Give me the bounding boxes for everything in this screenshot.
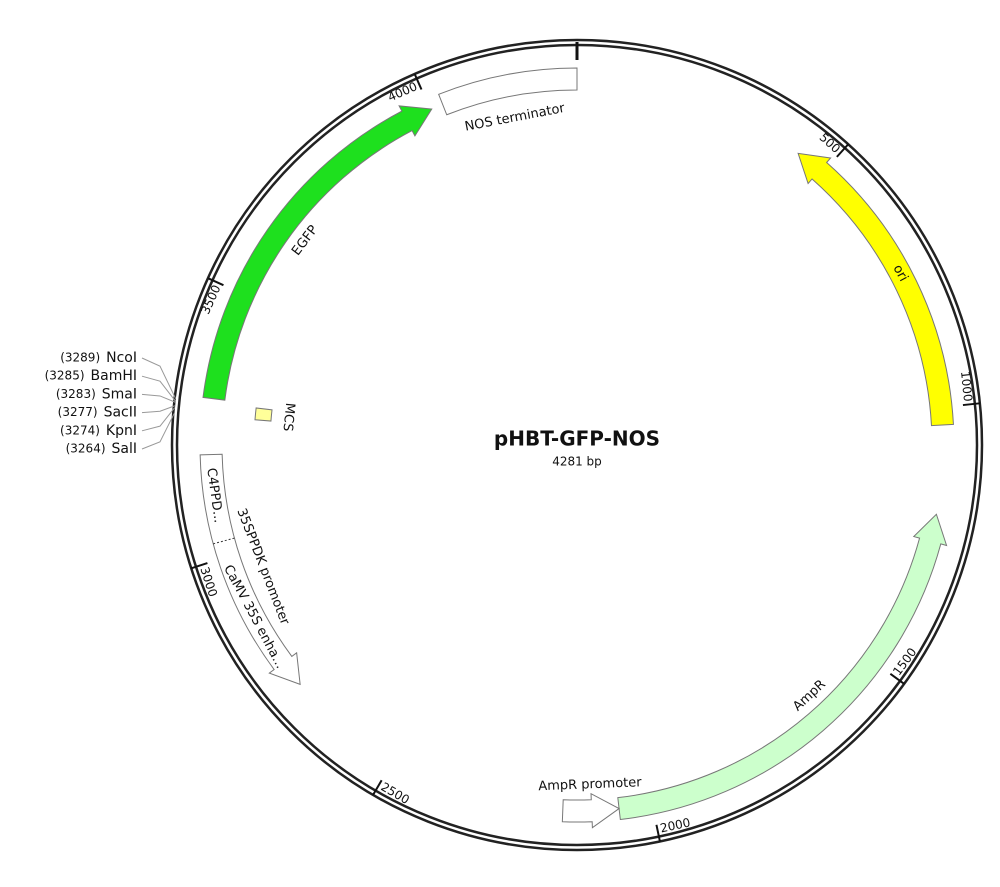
feature [438,67,578,116]
site-name: NcoI [106,350,137,366]
site-line [141,375,176,402]
feature [617,513,948,821]
site-name: SmaI [102,386,137,402]
tick-label: 1500 [890,645,919,678]
site-position: (3264) [66,442,106,456]
site-name: BamHI [91,368,137,384]
feature-label: AmpR promoter [538,775,642,794]
feature [254,407,273,422]
site-position: (3285) [45,369,85,383]
feature-label: ori [890,262,911,284]
tick-mark [962,402,980,407]
backbone-outer [170,38,984,852]
tick-label: 2000 [659,815,692,835]
site-line [141,357,177,399]
plasmid-title: pHBT-GFP-NOS [494,427,660,451]
site-line [141,393,176,403]
tick-label: 2500 [378,780,411,807]
site-name: KpnI [106,423,137,439]
tick-mark [889,673,905,685]
site-position: (3277) [58,405,98,419]
feature [797,152,954,427]
tick-mark [207,277,224,287]
tick-label: 1000 [958,370,975,402]
site-line [141,405,176,414]
site-name: SalI [112,441,137,457]
plasmid-length: 4281 bp [552,455,602,469]
tick-label: 3500 [198,283,223,317]
feature-label: NOS terminator [464,101,567,135]
feature [199,453,301,686]
tick-mark [372,779,383,796]
tick-mark [836,143,849,158]
tick-label: 4000 [386,79,420,104]
tick-mark [190,562,208,570]
feature-label: MCS [280,402,298,432]
site-name: SacII [104,405,137,421]
tick-mark [655,824,661,842]
tick-label: 500 [817,130,843,156]
site-position: (3274) [60,423,100,437]
site-line [141,407,176,432]
site-position: (3289) [60,351,100,365]
tick-mark [413,73,423,90]
feature [561,792,621,829]
site-position: (3283) [56,387,96,401]
site-line [141,413,175,450]
feature [202,105,433,401]
